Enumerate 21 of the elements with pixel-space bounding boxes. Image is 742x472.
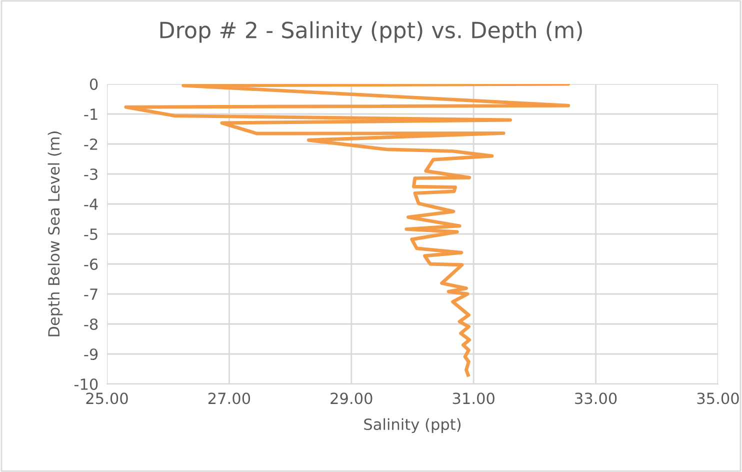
x-tick-label: 33.00 (575, 392, 617, 404)
x-tick-label: 27.00 (208, 392, 250, 404)
y-tick-label: -4 (84, 198, 98, 210)
y-tick-label: -3 (84, 168, 98, 180)
x-tick-label: 35.00 (697, 392, 739, 404)
line-series (124, 84, 570, 377)
y-tick-label: -6 (84, 258, 98, 270)
y-tick-label: -10 (74, 378, 98, 390)
chart-title: Drop # 2 - Salinity (ppt) vs. Depth (m) (160, 21, 582, 43)
y-tick-label: -2 (84, 138, 98, 150)
x-tick-label: 29.00 (330, 392, 372, 404)
x-axis-title: Salinity (ppt) (364, 418, 461, 434)
y-tick-label: -1 (84, 108, 98, 120)
y-tick-label: -8 (84, 318, 98, 330)
y-tick-label: 0 (90, 78, 98, 90)
y-axis-title: Depth Below Sea Level (m) (48, 132, 63, 336)
y-tick-label: -5 (84, 228, 98, 240)
y-tick-label: -9 (84, 348, 98, 360)
x-tick-label: 25.00 (86, 392, 128, 404)
x-tick-label: 31.00 (452, 392, 494, 404)
y-tick-label: -7 (84, 288, 98, 300)
